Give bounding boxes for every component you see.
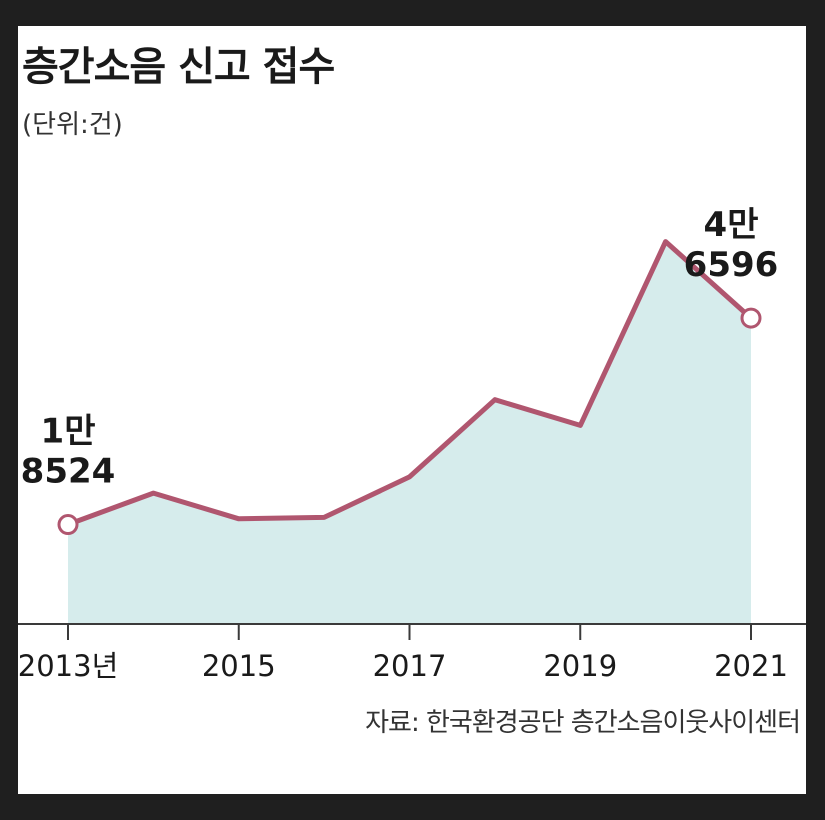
data-point <box>740 307 762 329</box>
x-tick-label: 2017 <box>373 649 447 683</box>
x-tick-label: 2015 <box>202 649 276 683</box>
chart-title: 층간소음 신고 접수 <box>22 44 335 90</box>
area-fill <box>68 241 751 624</box>
series-line <box>65 239 754 527</box>
data-label: 1만 <box>41 412 96 452</box>
data-point <box>57 514 79 536</box>
source-note: 자료: 한국환경공단 층간소음이웃사이센터 <box>365 708 801 738</box>
chart-card: 층간소음 신고 접수 (단위:건) 자료: 한국환경공단 층간소음이웃사이센터 … <box>18 26 806 794</box>
x-tick-label: 2019 <box>543 649 617 683</box>
unit-label: (단위:건) <box>22 110 123 140</box>
x-tick-label: 2013년 <box>18 649 118 683</box>
data-label: 6596 <box>684 245 779 285</box>
data-label: 8524 <box>21 452 116 492</box>
data-label: 4만 <box>704 205 759 245</box>
x-tick-label: 2021 <box>714 649 788 683</box>
